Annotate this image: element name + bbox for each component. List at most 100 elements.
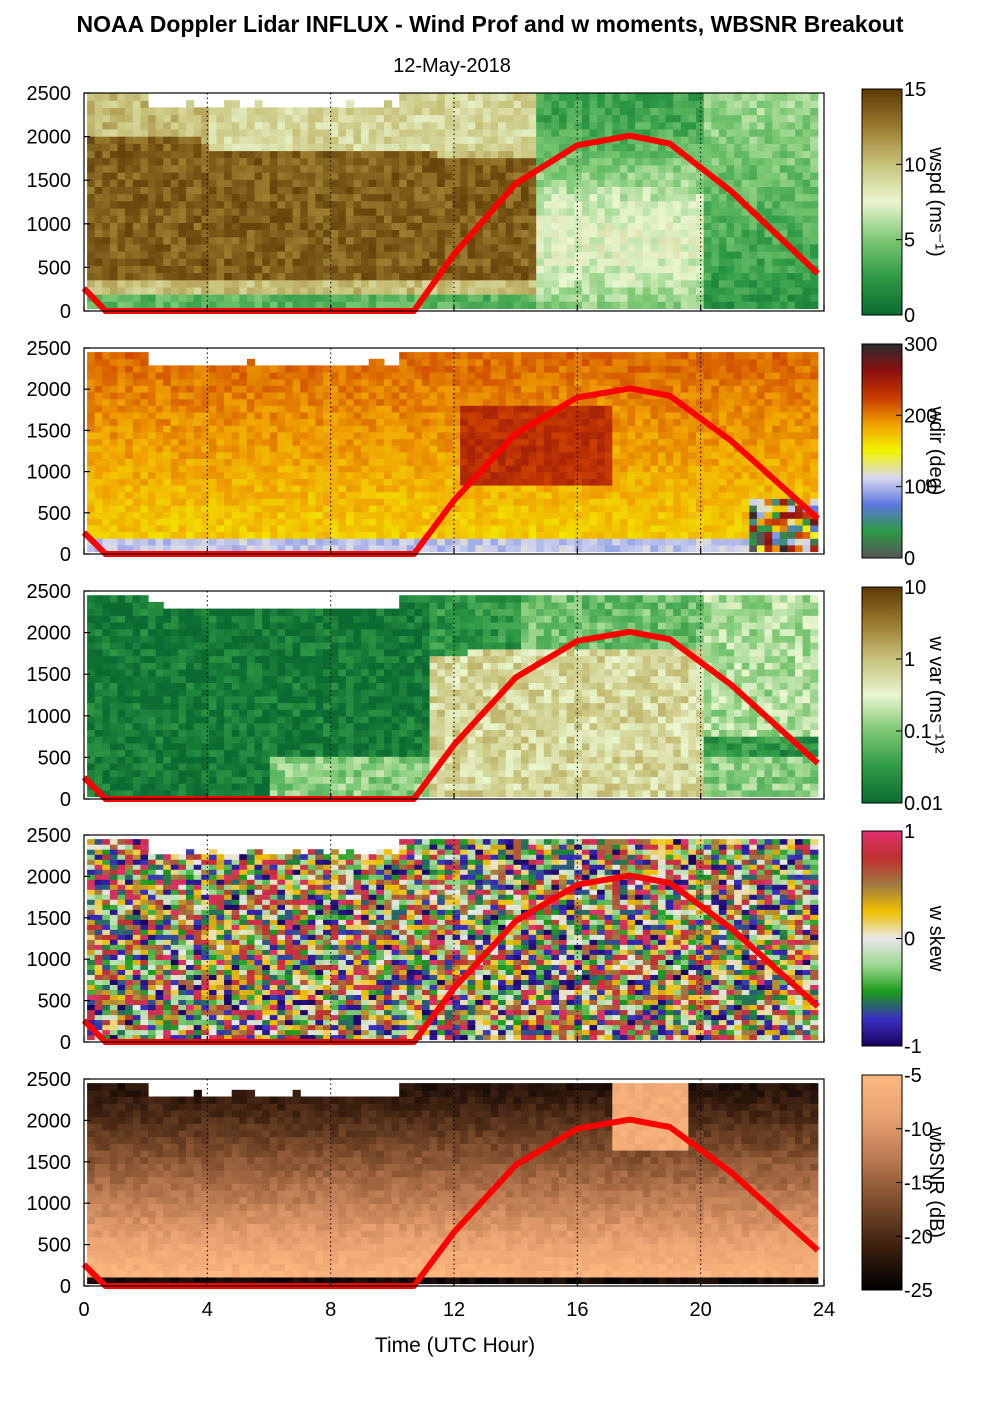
- heatmap-cell: [125, 352, 134, 360]
- heatmap-cell: [216, 186, 225, 195]
- heatmap-cell: [391, 229, 400, 238]
- heatmap-cell: [444, 143, 453, 152]
- heatmap-cell: [422, 465, 431, 473]
- heatmap-cell: [749, 93, 758, 101]
- heatmap-cell: [490, 179, 499, 187]
- heatmap-cell: [658, 100, 667, 108]
- heatmap-cell: [376, 294, 385, 302]
- heatmap-cell: [559, 272, 568, 281]
- heatmap-cell: [353, 128, 362, 137]
- heatmap-cell: [285, 222, 294, 230]
- heatmap-cell: [414, 107, 423, 116]
- heatmap-cell: [764, 258, 773, 266]
- heatmap-cell: [125, 215, 134, 223]
- heatmap-cell: [452, 544, 461, 553]
- heatmap-cell: [467, 215, 476, 223]
- heatmap-cell: [117, 491, 126, 499]
- heatmap-cell: [102, 438, 111, 446]
- heatmap-cell: [612, 250, 621, 259]
- heatmap-cell: [604, 352, 613, 360]
- heatmap-cell: [475, 524, 484, 533]
- heatmap-cell: [658, 107, 667, 116]
- heatmap-cell: [307, 425, 316, 433]
- heatmap-cell: [368, 538, 377, 546]
- heatmap-cell: [345, 524, 355, 533]
- heatmap-cell: [368, 365, 377, 373]
- heatmap-cell: [802, 157, 811, 166]
- heatmap-cell: [307, 150, 316, 159]
- heatmap-cell: [414, 236, 423, 245]
- heatmap-cell: [140, 451, 149, 459]
- heatmap-cell: [422, 365, 431, 373]
- heatmap-cell: [140, 411, 149, 420]
- heatmap-cell: [429, 445, 438, 453]
- heatmap-cell: [536, 294, 545, 302]
- heatmap-cell: [452, 378, 461, 386]
- heatmap-cell: [109, 243, 119, 252]
- heatmap-cell: [528, 236, 537, 245]
- heatmap-cell: [726, 114, 735, 123]
- heatmap-cell: [521, 465, 530, 473]
- heatmap-cell: [384, 411, 393, 420]
- heatmap-cell: [467, 200, 476, 209]
- heatmap-cell: [246, 136, 256, 144]
- heatmap-cell: [658, 258, 667, 266]
- heatmap-cell: [384, 272, 393, 281]
- heatmap-cell: [155, 524, 164, 533]
- heatmap-cell: [300, 121, 309, 130]
- heatmap-cell: [604, 215, 613, 223]
- heatmap-cell: [224, 505, 233, 513]
- heatmap-cell: [787, 272, 796, 281]
- heatmap-cell: [505, 193, 514, 202]
- heatmap-cell: [94, 358, 103, 366]
- heatmap-cell: [429, 465, 438, 473]
- heatmap-cell: [688, 128, 697, 137]
- heatmap-cell: [361, 172, 370, 180]
- heatmap-cell: [498, 458, 507, 466]
- heatmap-cell: [764, 193, 773, 202]
- heatmap-cell: [482, 193, 492, 202]
- heatmap-cell: [94, 150, 103, 159]
- heatmap-cell: [444, 498, 453, 506]
- heatmap-cell: [444, 107, 453, 116]
- heatmap-cell: [285, 498, 294, 506]
- heatmap-cell: [528, 518, 537, 526]
- heatmap-cell: [505, 100, 514, 108]
- heatmap-cell: [581, 215, 591, 223]
- heatmap-cell: [756, 272, 766, 281]
- heatmap-cell: [414, 215, 423, 223]
- heatmap-cell: [490, 107, 499, 116]
- heatmap-cell: [498, 491, 507, 499]
- heatmap-cell: [94, 518, 103, 526]
- heatmap-cell: [711, 215, 720, 223]
- heatmap-cell: [300, 531, 309, 539]
- heatmap-cell: [772, 286, 781, 295]
- heatmap-cell: [559, 136, 568, 144]
- heatmap-cell: [399, 438, 408, 446]
- heatmap-cell: [163, 518, 172, 526]
- heatmap-cell: [551, 465, 560, 473]
- heatmap-cell: [559, 498, 568, 506]
- heatmap-cell: [239, 411, 248, 420]
- heatmap-cell: [87, 157, 96, 166]
- heatmap-cell: [711, 164, 720, 173]
- heatmap-cell: [132, 186, 141, 195]
- heatmap-cell: [178, 465, 187, 473]
- heatmap-cell: [635, 250, 644, 259]
- heatmap-cell: [414, 93, 423, 101]
- heatmap-cell: [87, 491, 96, 499]
- heatmap-cell: [109, 128, 119, 137]
- heatmap-cell: [163, 498, 172, 506]
- heatmap-cell: [543, 425, 552, 433]
- heatmap-cell: [102, 458, 111, 466]
- heatmap-cell: [94, 524, 103, 533]
- heatmap-cell: [597, 272, 606, 281]
- heatmap-cell: [140, 431, 149, 440]
- heatmap-cell: [650, 186, 659, 195]
- heatmap-cell: [764, 136, 773, 144]
- heatmap-cell: [132, 286, 141, 295]
- heatmap-cell: [132, 93, 141, 101]
- heatmap-cell: [315, 451, 324, 459]
- heatmap-cell: [132, 207, 141, 216]
- heatmap-cell: [703, 128, 712, 137]
